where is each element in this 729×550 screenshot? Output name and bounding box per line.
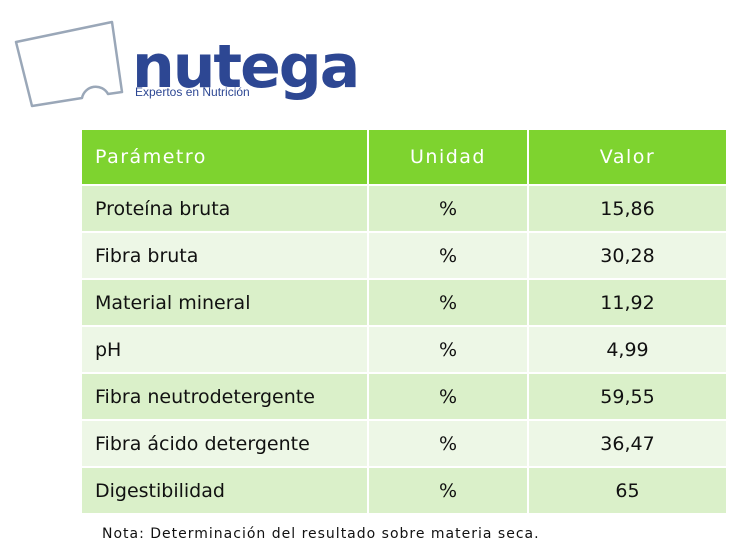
nutega-logo: nutega Expertos en Nutrición [12, 18, 372, 118]
row-unidad: % [369, 280, 527, 325]
table-row: Material mineral % 11,92 [82, 280, 726, 325]
row-unidad: % [369, 421, 527, 466]
header-valor: Valor [529, 130, 726, 184]
header-parametro: Parámetro [82, 130, 367, 184]
row-parametro: Fibra bruta [82, 233, 367, 278]
table-row: Fibra ácido detergente % 36,47 [82, 421, 726, 466]
row-parametro: pH [82, 327, 367, 372]
row-unidad: % [369, 233, 527, 278]
row-valor: 65 [529, 468, 726, 513]
table-row: Proteína bruta % 15,86 [82, 186, 726, 231]
row-valor: 15,86 [529, 186, 726, 231]
row-valor: 36,47 [529, 421, 726, 466]
row-unidad: % [369, 327, 527, 372]
row-parametro: Fibra neutrodetergente [82, 374, 367, 419]
table-row: pH % 4,99 [82, 327, 726, 372]
row-valor: 11,92 [529, 280, 726, 325]
header-unidad: Unidad [369, 130, 527, 184]
row-valor: 30,28 [529, 233, 726, 278]
parameters-table: Parámetro Unidad Valor Proteína bruta % … [80, 128, 728, 515]
row-unidad: % [369, 186, 527, 231]
footnote: Nota: Determinación del resultado sobre … [102, 526, 540, 542]
table-header-row: Parámetro Unidad Valor [82, 130, 726, 184]
row-parametro: Proteína bruta [82, 186, 367, 231]
row-valor: 59,55 [529, 374, 726, 419]
row-unidad: % [369, 374, 527, 419]
row-unidad: % [369, 468, 527, 513]
table-row: Fibra neutrodetergente % 59,55 [82, 374, 726, 419]
table-row: Fibra bruta % 30,28 [82, 233, 726, 278]
row-parametro: Fibra ácido detergente [82, 421, 367, 466]
logo-square-icon [14, 20, 124, 108]
row-parametro: Material mineral [82, 280, 367, 325]
table-row: Digestibilidad % 65 [82, 468, 726, 513]
row-parametro: Digestibilidad [82, 468, 367, 513]
row-valor: 4,99 [529, 327, 726, 372]
logo-wordmark: nutega [132, 32, 360, 102]
logo-tagline: Expertos en Nutrición [135, 85, 250, 99]
